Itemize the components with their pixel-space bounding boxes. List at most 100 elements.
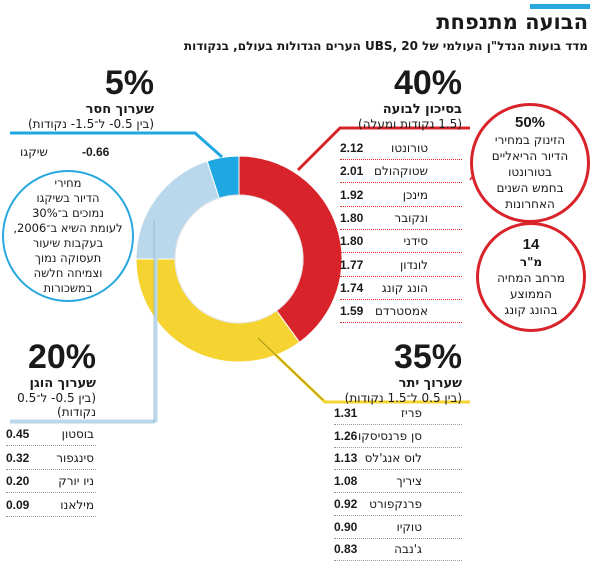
city-row: 1.08 ציריך: [334, 470, 462, 494]
city-name: טוקיו: [396, 519, 422, 534]
city-value: 1.80: [340, 210, 364, 225]
accent-bar: [530, 4, 590, 9]
city-value: 0.92: [334, 496, 358, 511]
city-value: 1.80: [340, 234, 364, 249]
hongkong-bubble-line: מרחב המחיה: [497, 271, 565, 285]
city-row: 1.13 לוס אנג'לס: [334, 447, 462, 471]
fair-range-line2: נקודות): [57, 405, 96, 419]
under-range: (בין 0.5- ל־1.5- נקודות): [28, 117, 154, 131]
city-name: ציריך: [396, 474, 422, 489]
toronto-bubble-line: בטורונטו: [508, 165, 552, 179]
under-header: 5% שערוך חסר (בין 0.5- ל־1.5- נקודות): [28, 66, 154, 131]
city-row: 0.09 מילאנו: [6, 494, 96, 517]
city-name: שטוקהולם: [374, 164, 428, 179]
over-header: 35% שערוך יתר (בין 0.5 ל־1.5 נקודות): [345, 340, 462, 405]
city-name: מילאנו: [60, 497, 94, 512]
over-name: שערוך יתר: [398, 376, 462, 391]
city-row: 1.92 מינכן: [340, 184, 462, 207]
hongkong-bubble-line: הממוצע: [509, 287, 553, 301]
city-name: פריז: [400, 406, 422, 420]
hongkong-bubble-figure: 14: [522, 236, 540, 253]
city-name: ג'נבה: [394, 542, 422, 557]
city-row: 1.80 סידני: [340, 230, 462, 254]
city-value: 0.20: [6, 474, 30, 488]
city-name: אמסטרדם: [374, 304, 428, 319]
city-name: בוסטון: [61, 427, 94, 441]
chicago-bubble-line: תעסוקה נמוך: [34, 251, 102, 265]
hongkong-bubble-unit: מ"ר: [519, 255, 543, 269]
toronto-bubble-line: הזינוק במחירי: [494, 133, 566, 147]
city-row: 0.90 טוקיו: [334, 516, 462, 539]
city-row: 0.32 סינגפור: [6, 447, 96, 470]
fair-connector: [10, 220, 158, 423]
city-name: ניו יורק: [58, 474, 94, 488]
city-row: 0.20 ניו יורק: [6, 470, 96, 493]
city-value: 1.77: [340, 257, 364, 272]
city-row: 2.01 שטוקהולם: [340, 160, 462, 184]
toronto-bubble-figure: 50%: [514, 114, 546, 131]
city-name: סינגפור: [56, 450, 94, 465]
city-row: 1.80 ונקובר: [340, 207, 462, 230]
city-name: סידני: [403, 234, 428, 249]
city-name: הונג קונג: [381, 280, 428, 295]
city-name: ונקובר: [394, 210, 428, 225]
city-name: פרנקפורט: [369, 496, 422, 511]
city-row: 0.45 בוסטון: [6, 423, 96, 446]
over-connector-edge: [257, 337, 324, 401]
page-subtitle: מדד בועות הנדל"ן העולמי של UBS, 20 הערים…: [183, 39, 588, 53]
city-name: לוס אנג'לס: [364, 451, 422, 466]
chicago-bubble-line: הדיור בשיקגו: [36, 191, 100, 205]
hongkong-bubble-line: בהונג קונג: [504, 303, 558, 317]
under-percent: 5%: [104, 64, 154, 102]
city-value: 0.45: [6, 427, 30, 441]
risk-connector: [296, 126, 470, 172]
city-name: לונדון: [400, 257, 428, 272]
fair-header: 20% שערוך הוגן (בין 0.5- ל־0.5 נקודות): [17, 340, 96, 419]
chicago-bubble-line: מחירי: [54, 176, 82, 190]
risk-range: (1.5 נקודות ומעלה): [358, 117, 462, 131]
over-percent: 35%: [393, 338, 462, 376]
chicago-bubble-line: וצמיחה חלשה: [33, 266, 103, 280]
chicago-bubble: מחירי הדיור בשיקגו נמוכים ב־30% לעומת הש…: [2, 170, 134, 302]
chicago-bubble-line: במשכורות: [43, 281, 93, 295]
chicago-bubble-line: בעקבות שיעור: [32, 236, 104, 250]
city-row: 1.26 סן פרנסיסקו: [334, 425, 462, 448]
toronto-bubble-line: האחרונות: [505, 197, 555, 211]
page-title: הבועה מתנפחת: [436, 10, 588, 34]
city-value: 1.13: [334, 451, 358, 466]
city-value: 1.08: [334, 474, 358, 489]
city-value: 2.12: [340, 141, 364, 155]
city-value: 2.01: [340, 164, 364, 179]
fair-connector-edge: [10, 220, 155, 424]
hongkong-bubble: 14 מ"ר מרחב המחיה הממוצע בהונג קונג: [476, 222, 586, 332]
fair-percent: 20%: [27, 338, 96, 376]
city-name: סן פרנסיסקו: [358, 428, 422, 443]
city-value: 1.74: [340, 280, 364, 295]
city-row: 0.83 ג'נבה: [334, 538, 462, 561]
city-name: שיקגו: [20, 145, 48, 159]
city-row: 2.12 טורונטו: [340, 137, 462, 160]
city-name: מינכן: [402, 187, 428, 202]
toronto-bubble: 50% הזינוק במחירי הדיור הריאליים בטורונט…: [470, 103, 590, 223]
city-row: -0.66 שיקגו: [10, 141, 150, 163]
under-name: שערוך חסר: [85, 102, 154, 117]
city-value: 0.09: [6, 497, 30, 512]
donut-hole: [174, 194, 304, 324]
over-range: (בין 0.5 ל־1.5 נקודות): [344, 391, 462, 405]
chicago-bubble-line: נמוכים ב־30%: [32, 206, 104, 220]
city-value: 0.32: [6, 450, 30, 465]
chicago-bubble-line: לעומת השיא ב־2006,: [13, 221, 123, 235]
toronto-bubble-line: בחמש השנים: [496, 181, 564, 195]
city-row: 1.31 פריז: [334, 402, 462, 425]
city-name: טורונטו: [391, 141, 428, 155]
city-row: 0.92 פרנקפורט: [334, 493, 462, 516]
city-row: 1.77 לונדון: [340, 254, 462, 277]
city-value: 1.59: [340, 304, 364, 319]
risk-name: בסיכון לבועה: [382, 102, 462, 117]
fair-name: שערוך הוגן: [29, 376, 96, 391]
city-value: 0.90: [334, 519, 358, 534]
city-row: 1.59 אמסטרדם: [340, 300, 462, 324]
toronto-bubble-line: הדיור הריאליים: [491, 149, 569, 163]
risk-header: 40% בסיכון לבועה (1.5 נקודות ומעלה): [358, 66, 462, 131]
